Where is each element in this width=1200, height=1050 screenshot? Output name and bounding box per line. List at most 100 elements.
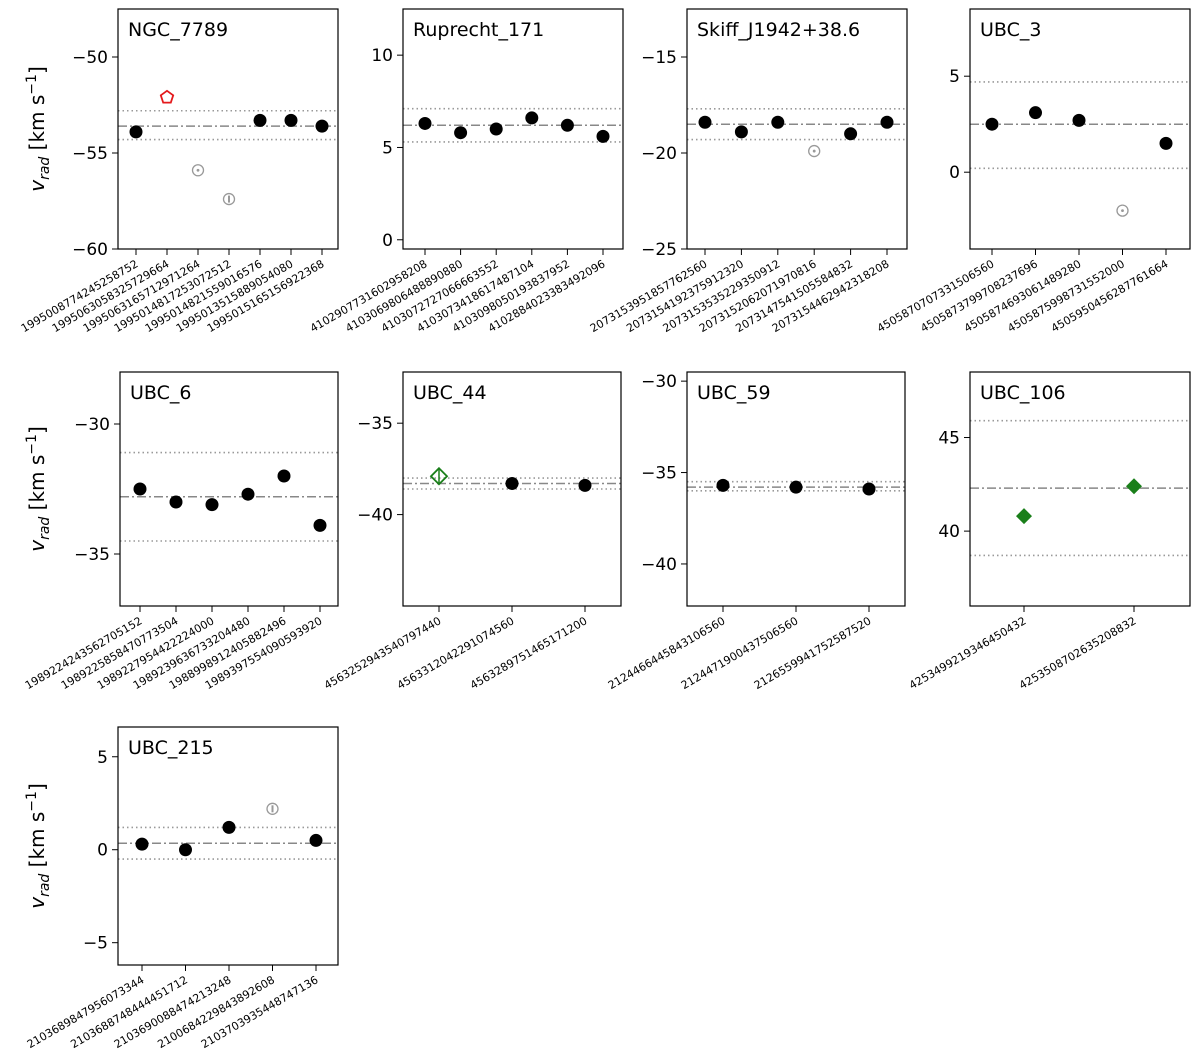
y-tick-label: 0 [949,163,960,183]
panel-title: Ruprecht_171 [413,19,544,41]
panel-frame [402,8,624,250]
outlier-ring [808,144,821,158]
x-tick-label: 2124471900437506560 [679,614,801,692]
outlier-ring [191,164,205,177]
y-tick-label: 40 [938,522,960,542]
data-point: 1995008774245258752: -53.9 [129,125,143,139]
data-point: 4103098050193837952: 6.2 [560,118,574,132]
y-tick-label: −60 [72,240,108,260]
y-tick-label: 0 [97,841,108,861]
panel-frame [969,8,1191,250]
chart-panel: 4102907731602958208: 6.3 4103069806488890… [308,8,624,335]
data-point: 2103688748444451712: 0 [179,843,192,857]
x-tick-label: 4253508702635208832 [1017,614,1139,692]
x-tick-label: 4253499219346450432 [907,614,1029,692]
data-point: 4103072727066663552: 6 [489,122,503,136]
y-label-superscript: −1 [24,74,40,95]
panel-frame [969,371,1191,607]
panel-frame [686,8,908,250]
data-point: 1989397554090593920: -33.9 [313,518,327,532]
chart-panel: 4505870707331506560: 2.5 4505873799708237… [875,8,1191,335]
y-tick-label: −20 [641,144,677,164]
data-point: 4102907731602958208: 6.3 [418,116,432,130]
data-point: 2073153951857762560: -18.4 [698,115,712,129]
y-tick-label: 45 [938,429,960,449]
data-point: 1989239636733204480: -32.7 [241,487,255,501]
y-tick-label: −40 [641,555,677,575]
panel-title: UBC_106 [980,382,1066,404]
data-point: 2073147541505584832: -19 [844,127,858,141]
data-point: 4505874693061489280: 2.7 [1072,113,1086,127]
binary-point: 1995063058325729664: -52.1 [159,89,175,104]
chart-panel: 1995008774245258752: -53.9 19950630583257… [19,8,339,335]
panel-title: UBC_59 [697,382,771,404]
panel-title: UBC_6 [130,382,191,404]
data-point: 2103703935448747136: 0.5 [309,833,323,847]
y-tick-label: −30 [74,415,110,435]
data-point: 1995014821559016576: -53.3 [253,113,267,127]
chart-panel: 1989224243562705152: -32.5 19892258584707… [23,371,339,692]
data-point: 4505950456287761664: 1.5 [1159,136,1173,150]
outlier-point: 1995014817253072512: -57.4 [222,192,236,206]
y-label-close: ] [25,783,49,791]
panel-title: Skiff_J1942+38.6 [697,19,860,41]
y-tick-label: −35 [641,464,677,484]
x-tick-label: 2124466445843106560 [606,614,728,692]
green-diamond: 4253508702635208832: 42.4 [1126,478,1142,495]
data-point: 2073154462942318208: -18.4 [880,115,894,129]
y-tick-label: 5 [97,748,108,768]
x-tick-label: 4563289751465171200 [468,614,590,692]
outlier-dot [1121,209,1124,213]
outlier-point: 1995063165712971264: -55.9 [191,164,205,177]
data-point: 4563289751465171200: -38.4 [578,478,592,492]
panel-frame [117,8,339,250]
data-point: 4102884023383492096: 5.6 [596,129,610,143]
chart-panel: 4563252943540797440: -37.9 45633120422910… [322,371,622,692]
y-tick-label: 10 [371,46,393,66]
data-point: 1995013515889054080: -53.3 [284,113,298,127]
outlier-ring [266,802,279,815]
y-label-symbol: v [25,896,49,909]
y-label-unit: [km s [25,455,49,517]
y-tick-label: −35 [357,414,393,434]
y-label-symbol: v [25,539,49,552]
y-label-unit: [km s [25,95,49,157]
y-tick-label: −50 [72,48,108,68]
y-axis-label: vrad [km s−1] [24,783,53,909]
data-point: 1989225858470773504: -33 [169,495,183,509]
outlier-point: 2073152062071970816: -19.9 [808,144,821,158]
panel-title: NGC_7789 [128,19,228,41]
data-point: 1995015165156922368: -53.6 [315,119,329,133]
chart-panel: 2073153951857762560: -18.4 20731541923759… [588,8,908,335]
x-tick-label: 4563252943540797440 [322,614,444,692]
outlier-dot [812,149,816,153]
x-tick-label: 2126559941752587520 [752,614,874,692]
green-diamond: 4253499219346450432: 40.8 [1016,508,1032,525]
chart-panel: 4253499219346450432: 40.8 425350870263520… [907,371,1191,692]
panel-title: UBC_215 [128,737,214,759]
data-point: 2103689847956073344: 0.3 [135,837,149,851]
y-label-superscript: −1 [24,791,40,812]
y-tick-label: −25 [641,240,677,260]
y-axis-label: vrad [km s−1] [24,66,53,192]
outlier-ring [1116,204,1129,217]
outlier-point: 4505875998731552000: -2 [1116,204,1129,217]
y-tick-label: −55 [72,144,108,164]
chart-panel: 2103689847956073344: 0.3 2103688748444451… [25,726,339,1050]
data-point: 4103073418617487104: 6.6 [525,111,539,125]
data-point: 4505873799708237696: 3.1 [1029,106,1042,120]
y-tick-label: 5 [949,67,960,87]
data-point: 2124466445843106560: -35.7 [716,478,730,492]
y-label-close: ] [25,66,49,74]
y-tick-label: −30 [641,372,677,392]
y-tick-label: 0 [382,231,393,251]
data-point: 1989227954422224000: -33.1 [205,498,219,512]
data-point: 4505870707331506560: 2.5 [985,117,999,131]
data-point: 2073153535229350912: -18.4 [771,115,785,129]
panel-frame [119,371,339,607]
data-point: 1989224243562705152: -32.5 [133,482,147,496]
y-tick-label: −15 [641,48,677,68]
data-point: 2124471900437506560: -35.8 [789,480,803,494]
y-label-symbol: v [25,179,49,192]
